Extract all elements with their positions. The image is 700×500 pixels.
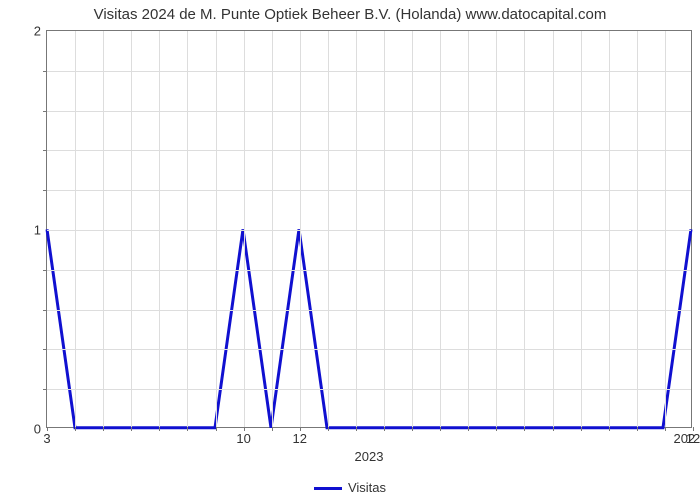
legend-label: Visitas	[348, 480, 386, 495]
h-gridline	[47, 230, 691, 231]
y-minor-tick	[43, 190, 47, 191]
x-minor-tick	[637, 427, 638, 431]
v-gridline	[637, 31, 638, 427]
v-gridline	[468, 31, 469, 427]
x-minor-tick	[328, 427, 329, 431]
v-gridline	[103, 31, 104, 427]
x-minor-tick	[272, 427, 273, 431]
x-tick-label: 3	[43, 431, 50, 446]
y-minor-tick	[43, 270, 47, 271]
x-minor-tick	[216, 427, 217, 431]
h-gridline	[47, 190, 691, 191]
v-gridline	[159, 31, 160, 427]
x-minor-tick	[412, 427, 413, 431]
x-minor-tick	[384, 427, 385, 431]
v-gridline	[216, 31, 217, 427]
x-axis-label: 2023	[355, 449, 384, 464]
v-gridline	[187, 31, 188, 427]
y-minor-tick	[43, 349, 47, 350]
v-gridline	[524, 31, 525, 427]
v-gridline	[244, 31, 245, 427]
x-minor-tick	[103, 427, 104, 431]
x-tick-label-clipped: 202	[673, 431, 695, 446]
v-gridline	[553, 31, 554, 427]
x-minor-tick	[581, 427, 582, 431]
y-minor-tick	[43, 71, 47, 72]
v-gridline	[412, 31, 413, 427]
y-minor-tick	[43, 111, 47, 112]
x-minor-tick	[356, 427, 357, 431]
v-gridline	[272, 31, 273, 427]
x-minor-tick	[131, 427, 132, 431]
y-tick-label: 1	[34, 223, 41, 238]
x-minor-tick	[159, 427, 160, 431]
v-gridline	[496, 31, 497, 427]
x-minor-tick	[187, 427, 188, 431]
h-gridline	[47, 270, 691, 271]
x-minor-tick	[75, 427, 76, 431]
v-gridline	[131, 31, 132, 427]
y-tick-label: 0	[34, 422, 41, 437]
x-minor-tick	[468, 427, 469, 431]
h-gridline	[47, 111, 691, 112]
y-minor-tick	[43, 150, 47, 151]
h-gridline	[47, 389, 691, 390]
v-gridline	[440, 31, 441, 427]
v-gridline	[356, 31, 357, 427]
v-gridline	[328, 31, 329, 427]
v-gridline	[75, 31, 76, 427]
h-gridline	[47, 349, 691, 350]
plot-area: 01231012122022023	[46, 30, 692, 428]
legend: Visitas	[0, 480, 700, 495]
chart-title: Visitas 2024 de M. Punte Optiek Beheer B…	[0, 6, 700, 23]
x-minor-tick	[553, 427, 554, 431]
h-gridline	[47, 71, 691, 72]
v-gridline	[609, 31, 610, 427]
legend-swatch	[314, 487, 342, 490]
x-minor-tick	[496, 427, 497, 431]
y-minor-tick	[43, 389, 47, 390]
x-minor-tick	[609, 427, 610, 431]
x-minor-tick	[665, 427, 666, 431]
v-gridline	[581, 31, 582, 427]
chart-container: Visitas 2024 de M. Punte Optiek Beheer B…	[0, 0, 700, 500]
series-line	[47, 229, 691, 427]
h-gridline	[47, 310, 691, 311]
v-gridline	[384, 31, 385, 427]
v-gridline	[665, 31, 666, 427]
x-minor-tick	[524, 427, 525, 431]
y-minor-tick	[43, 310, 47, 311]
y-tick-label: 2	[34, 24, 41, 39]
h-gridline	[47, 150, 691, 151]
x-tick-label: 10	[236, 431, 250, 446]
x-tick-label: 12	[293, 431, 307, 446]
v-gridline	[300, 31, 301, 427]
x-minor-tick	[440, 427, 441, 431]
